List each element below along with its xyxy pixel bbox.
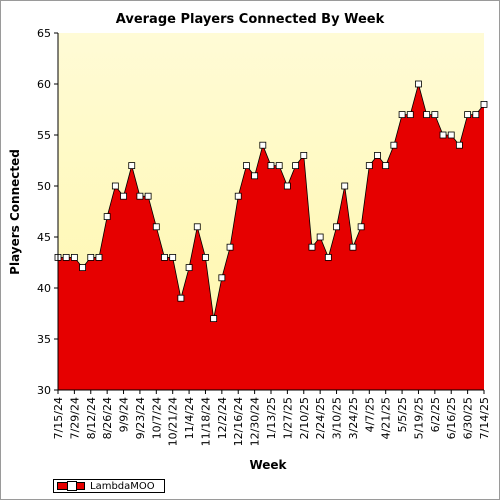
series-area-lambdamoo [58, 84, 484, 390]
x-tick-label: 9/23/24 [134, 397, 147, 439]
x-tick-label: 6/16/25 [445, 397, 458, 439]
legend: LambdaMOO [53, 479, 165, 493]
data-point [472, 111, 480, 118]
data-point [415, 80, 422, 88]
x-tick-label: 11/4/24 [183, 397, 196, 439]
x-tick-label: 8/26/24 [101, 397, 114, 439]
x-tick-label: 1/13/25 [265, 397, 278, 439]
data-point [382, 162, 390, 170]
x-tick-label: 4/7/25 [363, 397, 376, 432]
data-point [316, 233, 324, 241]
data-point [251, 172, 259, 180]
data-point [333, 223, 340, 231]
data-point [120, 192, 127, 200]
legend-label: LambdaMOO [90, 480, 155, 492]
x-tick-label: 10/7/24 [150, 397, 163, 439]
data-point [480, 101, 488, 108]
x-tick-label: 4/21/25 [380, 397, 393, 439]
x-tick-label: 8/12/24 [85, 397, 98, 439]
data-point [431, 111, 439, 118]
x-tick-label: 6/30/25 [462, 397, 475, 439]
x-tick-label: 7/29/24 [68, 397, 81, 439]
data-point [218, 274, 226, 282]
data-point [365, 162, 373, 170]
x-axis-title: Week [249, 458, 287, 472]
data-point [292, 162, 299, 170]
x-tick-label: 1/27/25 [281, 397, 294, 439]
x-tick-label: 5/19/25 [412, 397, 425, 439]
y-tick-label: 35 [37, 333, 51, 346]
data-point [300, 151, 308, 159]
data-point [62, 253, 70, 261]
data-point [226, 243, 234, 251]
data-point [144, 192, 152, 200]
data-point [177, 294, 185, 302]
chart-title: Average Players Connected By Week [116, 12, 385, 27]
data-point [169, 253, 177, 261]
data-point [95, 253, 103, 261]
x-tick-label: 12/16/24 [232, 397, 245, 446]
data-point [390, 141, 398, 149]
y-tick-label: 50 [37, 180, 51, 193]
data-point [398, 111, 406, 118]
data-point [275, 162, 283, 170]
x-tick-label: 3/24/25 [347, 397, 360, 439]
y-tick-label: 60 [37, 78, 51, 91]
data-point [79, 264, 86, 272]
data-point [259, 141, 267, 149]
data-point [374, 151, 381, 159]
x-tick-label: 2/10/25 [298, 397, 311, 439]
data-point [308, 243, 316, 251]
x-tick-label: 10/21/24 [167, 397, 180, 446]
x-tick-label: 6/2/25 [429, 397, 442, 432]
data-point [87, 253, 95, 261]
x-tick-label: 11/18/24 [199, 397, 212, 446]
data-point [406, 111, 414, 118]
y-axis-title: Players Connected [8, 149, 22, 275]
data-point [185, 264, 193, 272]
data-point [283, 182, 291, 190]
data-point [464, 111, 472, 118]
legend-swatch [57, 481, 85, 491]
data-point [193, 223, 201, 231]
data-point [161, 253, 168, 261]
y-tick-label: 40 [37, 282, 51, 295]
data-point [357, 223, 365, 231]
data-point [70, 253, 78, 261]
data-point [234, 192, 242, 200]
x-tick-label: 5/5/25 [396, 397, 409, 432]
data-point [210, 315, 218, 323]
x-tick-label: 3/10/25 [331, 397, 344, 439]
data-point [341, 182, 349, 190]
data-point [439, 131, 447, 139]
data-point [423, 111, 431, 118]
x-tick-label: 9/9/24 [118, 397, 131, 432]
y-tick-label: 65 [37, 27, 51, 40]
data-point [152, 223, 160, 231]
data-point [267, 162, 275, 170]
data-point [349, 243, 357, 251]
data-point [136, 192, 144, 200]
data-point [202, 253, 209, 261]
x-tick-label: 12/2/24 [216, 397, 229, 439]
x-tick-label: 7/14/25 [478, 397, 491, 439]
data-point [447, 131, 455, 139]
y-tick-label: 45 [37, 231, 51, 244]
x-tick-label: 2/24/25 [314, 397, 327, 439]
data-point [243, 162, 250, 170]
data-point [128, 162, 136, 170]
x-tick-label: 7/15/24 [52, 397, 65, 439]
y-tick-label: 30 [37, 384, 51, 397]
data-point [111, 182, 119, 190]
data-point [103, 213, 111, 221]
y-tick-label: 55 [37, 129, 51, 142]
x-tick-label: 12/30/24 [249, 397, 262, 446]
data-point [324, 253, 332, 261]
data-point [456, 141, 463, 149]
